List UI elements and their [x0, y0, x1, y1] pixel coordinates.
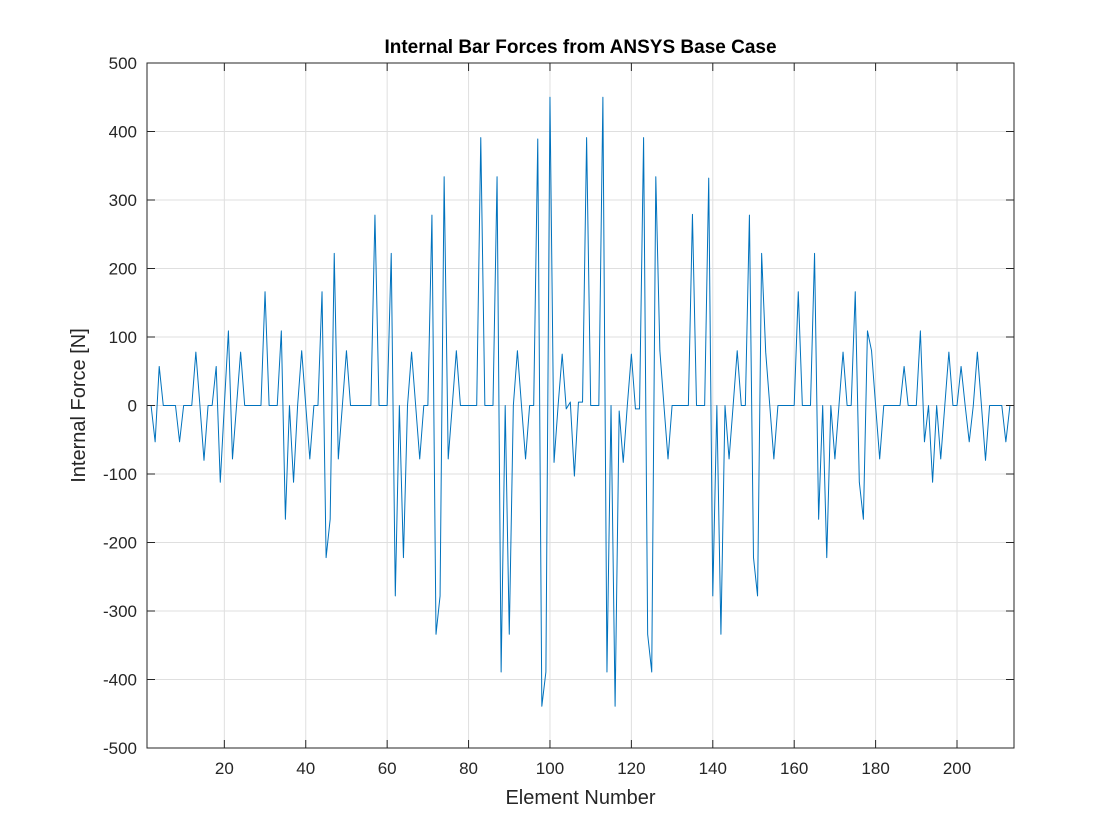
y-axis-label: Internal Force [N] — [68, 328, 90, 483]
x-tick-label: 80 — [459, 759, 478, 778]
chart-title: Internal Bar Forces from ANSYS Base Case — [384, 37, 776, 58]
x-tick-label: 160 — [780, 759, 808, 778]
x-tick-label: 40 — [296, 759, 315, 778]
x-tick-label: 100 — [536, 759, 564, 778]
y-tick-label: 500 — [109, 54, 137, 73]
series-layer — [147, 96, 1014, 707]
x-tick-label: 20 — [215, 759, 234, 778]
x-tick-label: 200 — [943, 759, 971, 778]
y-tick-label: 400 — [109, 123, 137, 142]
x-tick-label: 60 — [378, 759, 397, 778]
y-tick-label: 300 — [109, 191, 137, 210]
y-tick-label: -100 — [103, 465, 137, 484]
y-tick-label: -300 — [103, 602, 137, 621]
x-tick-label: 140 — [699, 759, 727, 778]
y-tick-label: -500 — [103, 739, 137, 758]
x-tick-label: 180 — [861, 759, 889, 778]
y-tick-label: -400 — [103, 671, 137, 690]
y-tick-label: 100 — [109, 328, 137, 347]
axis-ticks: 20 40 60 80 100 120 140 160 180 200 500 400 300 200 10… — [103, 54, 1014, 778]
x-tick-label: 120 — [617, 759, 645, 778]
y-tick-label: -200 — [103, 534, 137, 553]
y-tick-label: 200 — [109, 260, 137, 279]
series-line — [147, 96, 1014, 707]
y-tick-label: 0 — [128, 397, 137, 416]
x-axis-label: Element Number — [505, 787, 655, 809]
